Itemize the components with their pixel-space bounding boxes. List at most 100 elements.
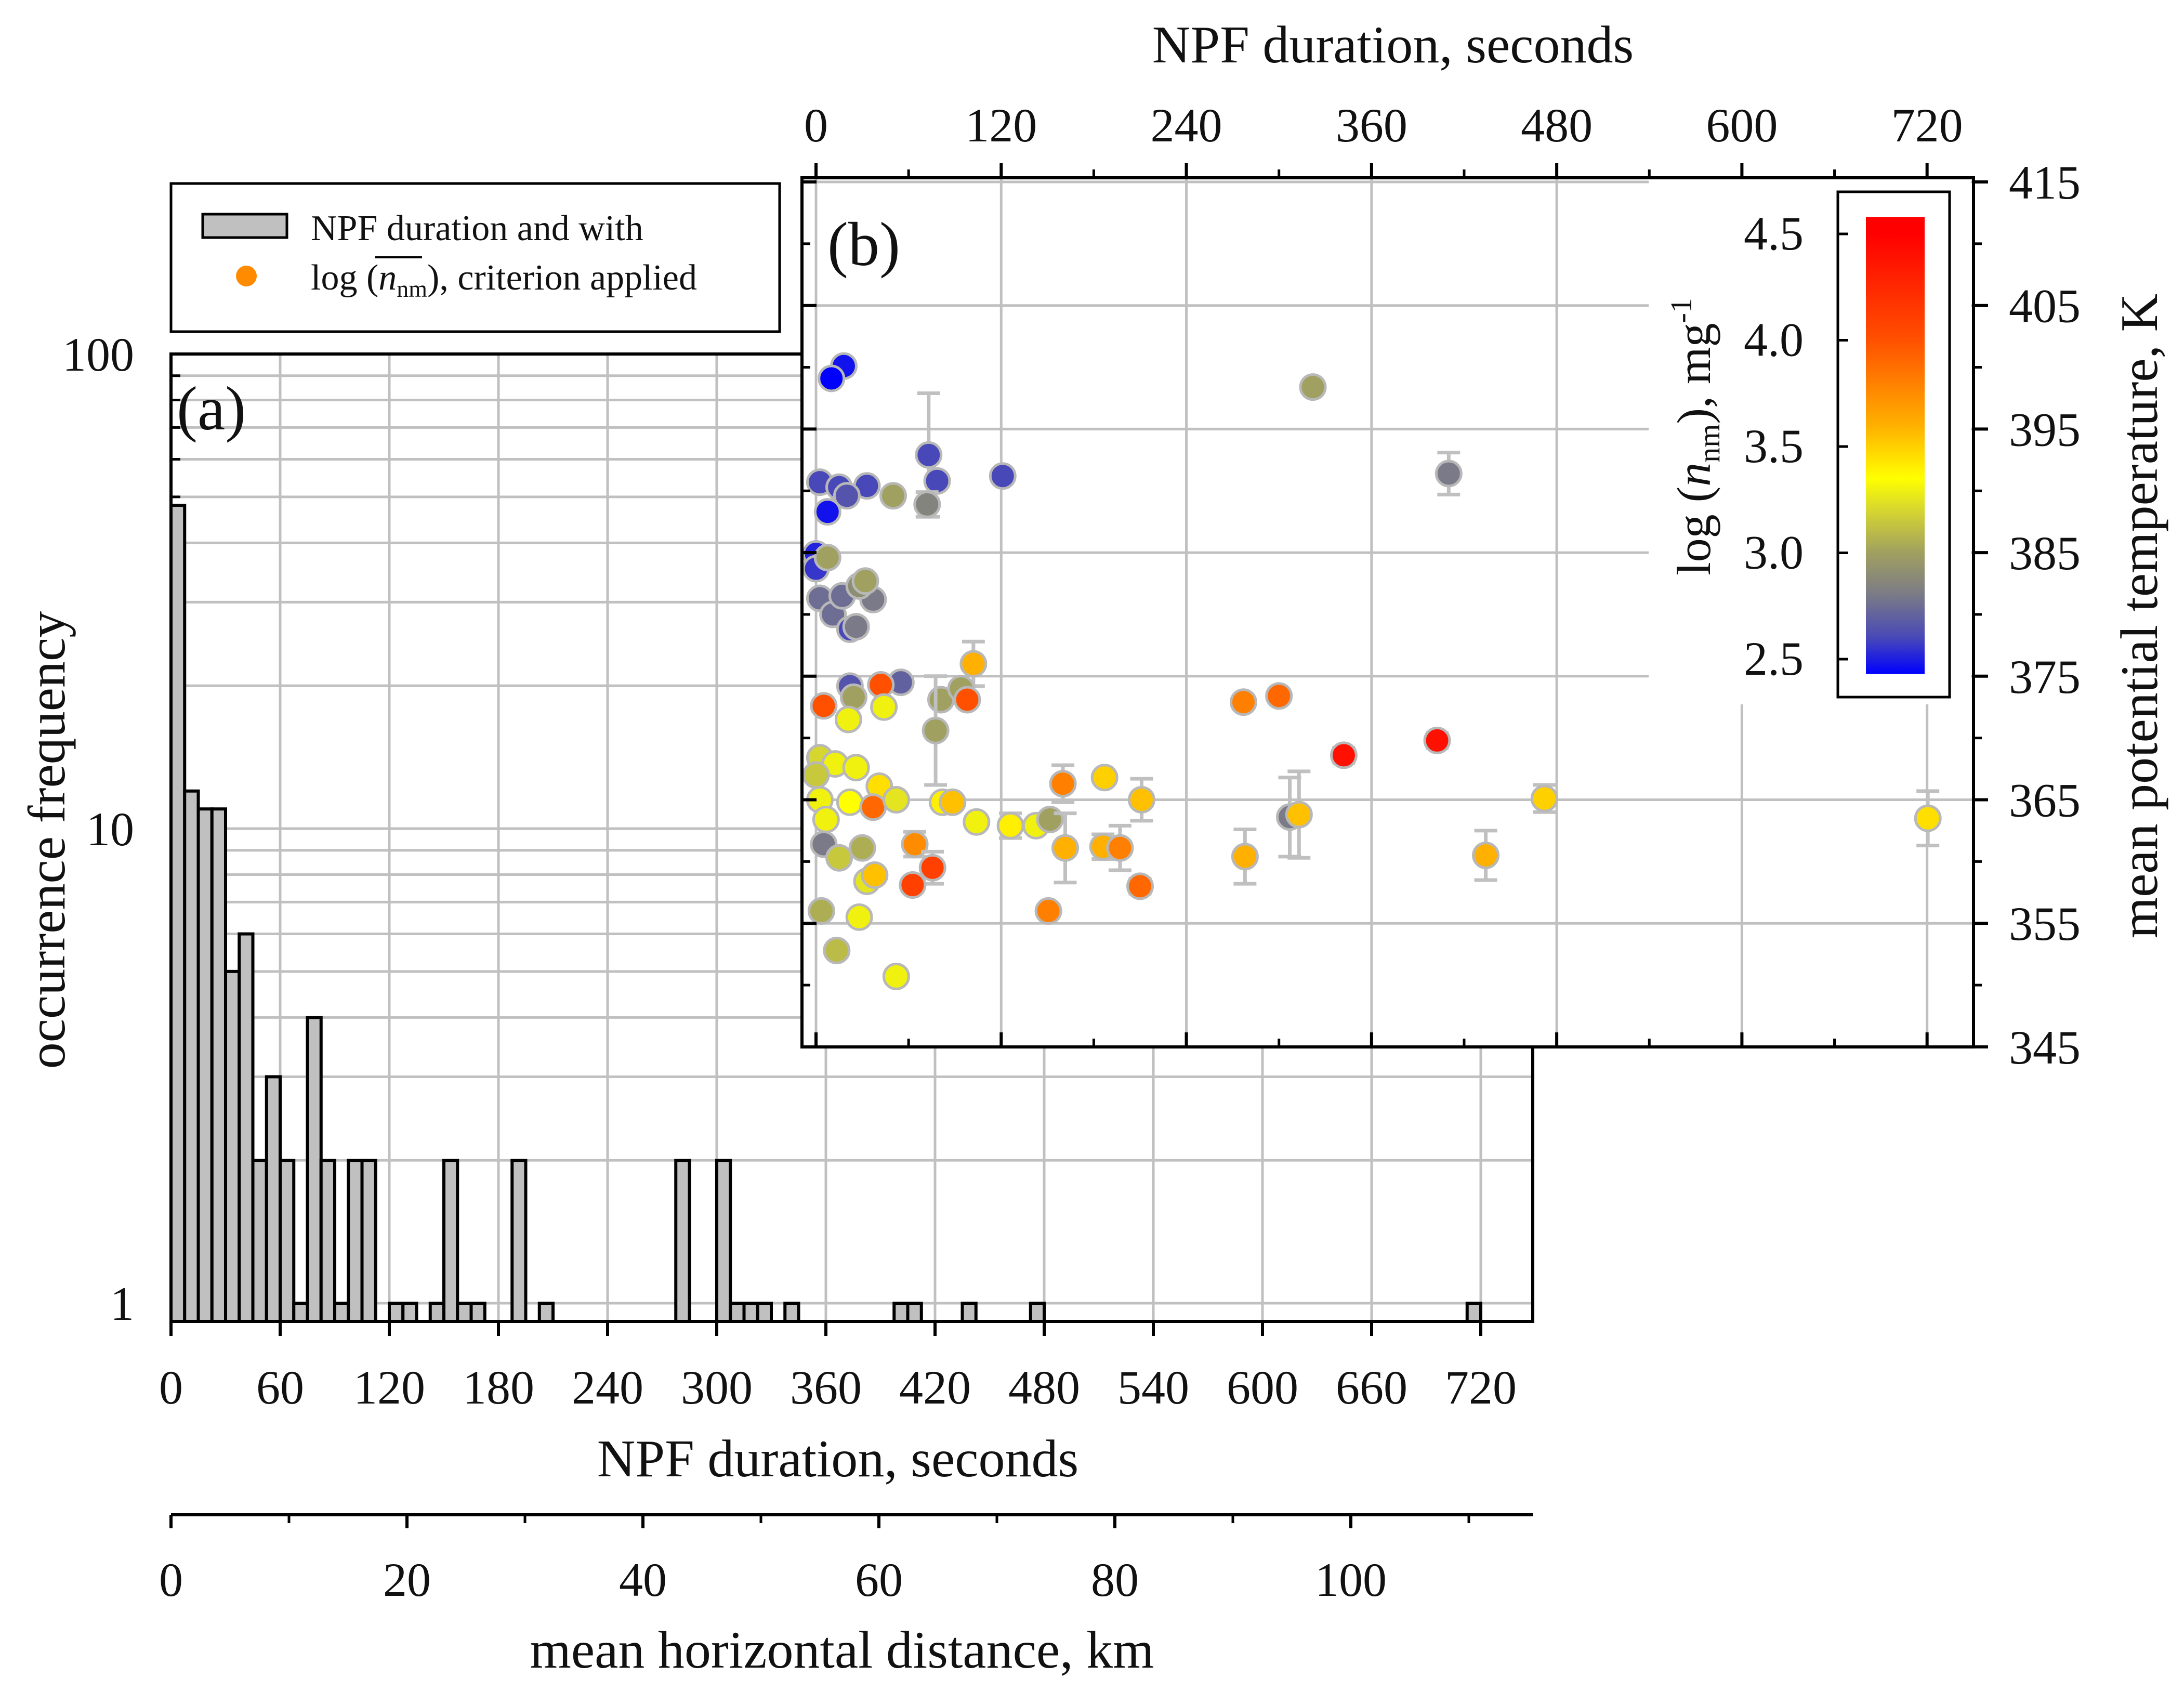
scatter-point [1090,764,1119,792]
scatter-point [1330,741,1358,769]
histogram-bar [169,504,187,1323]
a-y-tick-label: 100 [62,328,134,381]
histogram-bar [961,1302,978,1323]
b-x-tick-label: 240 [1151,99,1222,152]
colorbar-title: log (nnm), mg-1 [1664,298,1726,575]
scatter-point [812,806,840,834]
scatter-point [953,686,981,714]
scatter-point [939,788,967,816]
scatter-point [807,897,835,925]
scatter-point [882,786,910,814]
scatter-point [963,808,991,836]
scatter-point [839,683,867,711]
b-y-tick-label: 375 [2009,650,2081,703]
scatter-point [922,716,950,744]
histogram-bar [537,1302,555,1323]
scatter-point [1285,801,1313,829]
scatter-point [1126,872,1154,900]
scatter-point [870,693,898,721]
scatter-point [813,498,841,526]
histogram-bar [183,789,200,1323]
scatter-panel-b: 0 120 240 360 480 600 720 345 355 365 375 385 395 405… [800,99,2081,1074]
histogram-bar [279,1159,296,1323]
histogram-bar [319,1159,336,1323]
scatter-point [989,462,1017,490]
scatter-point [823,936,851,964]
b-y-tick-label: 415 [2009,156,2081,209]
histogram-bar [265,1075,282,1323]
b-x-tick-label: 600 [1706,99,1778,152]
a-secondary-axis-title: mean horizontal distance, km [530,1621,1154,1680]
legend-label-histogram: NPF duration and with [311,208,643,248]
scatter-point [1435,460,1463,488]
scatter-point [1231,843,1259,871]
b-y-tick-label: 355 [2009,897,2081,950]
a-y-tick-label: 1 [110,1277,134,1330]
histogram-bar [224,969,241,1323]
scatter-point [845,903,873,931]
panel-a-label: (a) [177,374,246,443]
a-x-tick-label: 300 [681,1361,753,1414]
histogram-bar [292,1302,309,1323]
colorbar-tick-label: 3.0 [1744,526,1804,579]
scatter-point [836,788,864,816]
histogram-bar [360,1159,377,1323]
scatter-point [1423,726,1451,754]
scatter-point [959,650,988,678]
scatter-point [818,364,846,392]
distance-tick-label: 80 [1091,1553,1139,1606]
scatter-point [879,482,907,510]
scatter-point [810,692,838,720]
legend-dot-swatch [236,266,257,286]
scatter-point [899,871,927,899]
distance-tick-label: 60 [855,1553,903,1606]
legend-box [169,182,781,333]
b-y-tick-label: 405 [2009,280,2081,333]
scatter-point [996,811,1024,840]
scatter-point [1914,804,1942,832]
histogram-bar [251,1159,268,1323]
histogram-bar [428,1302,445,1323]
a-x-tick-label: 540 [1117,1361,1189,1414]
scatter-point [1530,784,1558,812]
legend-bar-swatch [201,213,288,239]
scatter-point [1051,834,1079,862]
histogram-bar [892,1302,910,1323]
b-x-tick-label: 120 [965,99,1037,152]
histogram-bar [196,807,214,1323]
b-x-tick-label: 360 [1336,99,1407,152]
colorbar-gradient [1866,217,1925,674]
histogram-bar [674,1159,691,1323]
histogram-bar [347,1159,364,1323]
histogram-bar [238,932,255,1323]
scatter-point [848,834,876,862]
scatter-point [1034,897,1062,925]
scatter-point [842,754,870,782]
a-x-tick-label: 240 [572,1361,643,1414]
scatter-point [923,467,951,495]
scatter-point [833,482,861,510]
a-x-tick-label: 180 [463,1361,534,1414]
colorbar-tick-label: 4.5 [1744,207,1804,260]
panel-b-label: (b) [827,209,900,279]
histogram-bar [729,1302,746,1323]
scatter-point [1472,841,1500,869]
colorbar-tick-label: 2.5 [1744,632,1804,685]
histogram-bar [442,1159,459,1323]
scatter-point [1106,834,1134,862]
histogram-bar [469,1302,486,1323]
scatter-point [918,854,946,882]
scatter-point [1229,688,1257,716]
histogram-bar [388,1302,405,1323]
b-y-tick-label: 365 [2009,774,2081,827]
scatter-point [1299,373,1327,401]
a-x-tick-label: 420 [899,1361,971,1414]
scatter-point [1265,682,1293,710]
scatter-point [1049,770,1077,798]
scatter-point [859,793,887,821]
a-x-tick-label: 480 [1008,1361,1080,1414]
histogram-bar [783,1302,800,1323]
scatter-point [802,761,830,789]
histogram-bar [715,1159,732,1323]
